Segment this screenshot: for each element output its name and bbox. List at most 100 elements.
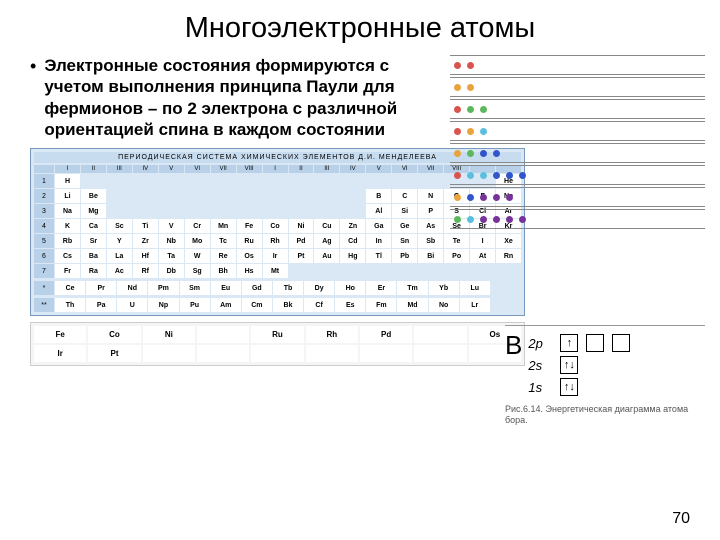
electron-dot: [467, 150, 474, 157]
element-cell: Pd: [289, 234, 314, 248]
group-header: III: [107, 165, 132, 173]
group-header: V: [159, 165, 184, 173]
element-cell: Nd: [117, 281, 147, 295]
empty-cell: [496, 264, 521, 278]
electron-dot: [480, 106, 487, 113]
empty-cell: [211, 189, 236, 203]
element-cell: Mn: [211, 219, 236, 233]
element-cell: U: [117, 298, 147, 312]
electron-dot: [454, 150, 461, 157]
sub-cell: [306, 345, 358, 362]
empty-cell: [470, 264, 495, 278]
orbital-box: ↑↓: [560, 356, 578, 374]
periodic-title: ПЕРИОДИЧЕСКАЯ СИСТЕМА ХИМИЧЕСКИХ ЭЛЕМЕНТ…: [34, 152, 521, 163]
empty-cell: [340, 189, 365, 203]
sub-cell: Ru: [251, 326, 303, 343]
element-cell: H: [55, 174, 80, 188]
empty-cell: [107, 174, 132, 188]
element-cell: Ca: [81, 219, 106, 233]
sub-cell: [251, 345, 303, 362]
element-cell: No: [429, 298, 459, 312]
element-cell: Cu: [314, 219, 339, 233]
element-cell: Pm: [148, 281, 178, 295]
element-cell: Ti: [133, 219, 158, 233]
element-cell: Tl: [366, 249, 391, 263]
element-cell: Rf: [133, 264, 158, 278]
group-header: IV: [133, 165, 158, 173]
element-cell: Fm: [366, 298, 396, 312]
element-cell: Sm: [180, 281, 210, 295]
boron-diagram: B 2p↑2s↑↓1s↑↓ Рис.6.14. Энергетическая д…: [505, 325, 705, 426]
empty-cell: [237, 204, 262, 218]
boron-symbol: B: [505, 330, 522, 361]
empty-cell: [444, 264, 469, 278]
sub-cell: Ni: [143, 326, 195, 343]
element-cell: Es: [335, 298, 365, 312]
element-cell: In: [366, 234, 391, 248]
empty-cell: [211, 174, 236, 188]
empty-cell: [289, 264, 314, 278]
element-cell: Po: [444, 249, 469, 263]
group-header: VI: [185, 165, 210, 173]
element-cell: Na: [55, 204, 80, 218]
element-cell: Pb: [392, 249, 417, 263]
electron-dot: [454, 84, 461, 91]
element-cell: La: [107, 249, 132, 263]
empty-cell: [314, 264, 339, 278]
element-cell: Eu: [211, 281, 241, 295]
orbital-box: ↑: [560, 334, 578, 352]
element-cell: Ru: [237, 234, 262, 248]
sub-cell: [360, 345, 412, 362]
element-cell: Hs: [237, 264, 262, 278]
orbital-row: 1s↑↓: [528, 378, 705, 396]
empty-cell: [289, 204, 314, 218]
element-cell: Ni: [289, 219, 314, 233]
element-cell: Pr: [86, 281, 116, 295]
level-row: [450, 121, 705, 141]
group-header: VII: [211, 165, 236, 173]
sub-cell: Fe: [34, 326, 86, 343]
electron-dot: [506, 194, 513, 201]
element-cell: Ce: [55, 281, 85, 295]
element-cell: Au: [314, 249, 339, 263]
electron-dot: [467, 62, 474, 69]
empty-cell: [366, 174, 391, 188]
series-label: **: [34, 298, 54, 312]
element-cell: Sg: [185, 264, 210, 278]
element-cell: Cs: [55, 249, 80, 263]
electron-dot: [467, 128, 474, 135]
element-cell: Cm: [242, 298, 272, 312]
electron-dot: [454, 62, 461, 69]
empty-cell: [263, 174, 288, 188]
empty-cell: [159, 189, 184, 203]
electron-dot: [506, 216, 513, 223]
element-cell: P: [418, 204, 443, 218]
element-cell: B: [366, 189, 391, 203]
sub-cell: [197, 326, 249, 343]
level-row: [450, 77, 705, 97]
element-cell: Ir: [263, 249, 288, 263]
level-row: [450, 187, 705, 207]
electron-dot: [480, 150, 487, 157]
series-label: *: [34, 281, 54, 295]
empty-cell: [392, 174, 417, 188]
element-cell: Ag: [314, 234, 339, 248]
element-cell: Si: [392, 204, 417, 218]
element-cell: Bk: [273, 298, 303, 312]
period-label: 1: [34, 174, 54, 188]
electron-dot: [467, 172, 474, 179]
element-cell: Tm: [397, 281, 427, 295]
element-cell: Ra: [81, 264, 106, 278]
empty-cell: [185, 189, 210, 203]
empty-cell: [263, 189, 288, 203]
electron-dot: [467, 84, 474, 91]
element-cell: Md: [397, 298, 427, 312]
element-cell: Rn: [496, 249, 521, 263]
element-cell: Bi: [418, 249, 443, 263]
element-cell: Co: [263, 219, 288, 233]
sub-cell: [414, 326, 466, 343]
electron-dot: [493, 150, 500, 157]
empty-cell: [366, 264, 391, 278]
empty-cell: [314, 204, 339, 218]
empty-cell: [418, 264, 443, 278]
